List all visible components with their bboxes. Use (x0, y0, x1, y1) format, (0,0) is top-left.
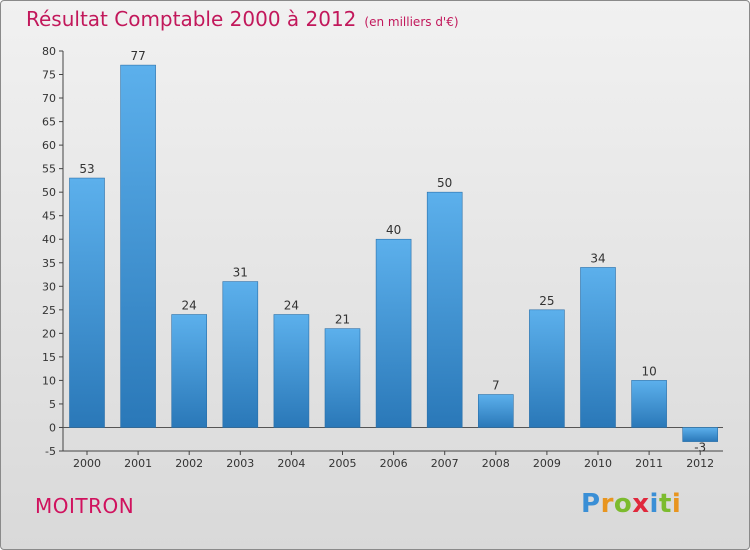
data-label-2009: 25 (539, 294, 554, 308)
x-tick-label: 2010 (584, 457, 612, 470)
y-tick-label: 5 (49, 398, 56, 411)
x-tick-label: 2011 (635, 457, 663, 470)
y-tick-label: 40 (42, 233, 56, 246)
y-tick-label: 10 (42, 374, 56, 387)
bar-2010 (580, 267, 616, 428)
y-tick-label: -5 (45, 445, 56, 458)
y-tick-label: 65 (42, 116, 56, 129)
commune-name: MOITRON (35, 494, 135, 518)
x-tick-label: 2002 (175, 457, 203, 470)
x-tick-label: 2007 (431, 457, 459, 470)
y-tick-label: 20 (42, 327, 56, 340)
data-label-2005: 21 (335, 313, 350, 327)
data-labels: 53 77 24 31 24 21 40 50 7 25 34 10 -3 (79, 49, 706, 454)
data-label-2011: 10 (641, 364, 656, 378)
bar-2007 (426, 191, 463, 428)
bars (69, 64, 719, 442)
bar-2004 (273, 314, 310, 428)
y-tick-label: 70 (42, 92, 56, 105)
data-label-2012: -3 (694, 441, 706, 455)
bar-2005 (324, 328, 361, 428)
bar-2006 (375, 238, 412, 428)
data-label-2003: 31 (233, 266, 248, 280)
x-tick-label: 2001 (124, 457, 152, 470)
chart-title: Résultat Comptable 2000 à 2012 (26, 7, 357, 31)
x-tick-label: 2003 (226, 457, 254, 470)
x-tick-label: 2005 (329, 457, 357, 470)
brand-logo: Proxiti (581, 489, 682, 519)
y-tick-label: 30 (42, 280, 56, 293)
data-label-2006: 40 (386, 223, 401, 237)
x-tick-label: 2008 (482, 457, 510, 470)
data-label-2007: 50 (437, 176, 452, 190)
y-tick-label: 45 (42, 210, 56, 223)
data-label-2008: 7 (492, 379, 500, 393)
data-label-2002: 24 (182, 299, 197, 313)
x-tick-label: 2012 (686, 457, 714, 470)
bar-2003 (222, 281, 259, 428)
chart-unit-note: (en milliers d'€) (364, 15, 459, 29)
y-tick-label: 35 (42, 257, 56, 270)
y-tick-label: 25 (42, 304, 56, 317)
data-label-2010: 34 (590, 251, 605, 265)
bar-2008 (477, 394, 514, 428)
y-tick-label: 15 (42, 351, 56, 364)
data-label-2001: 77 (130, 49, 145, 63)
y-tick-label: 55 (42, 163, 56, 176)
title-row: Résultat Comptable 2000 à 2012 (en millie… (26, 7, 459, 31)
x-tick-label: 2006 (380, 457, 408, 470)
bar-2002 (171, 314, 207, 428)
y-tick-label: 80 (42, 45, 56, 58)
bar-2001 (120, 64, 156, 428)
bar-2012 (682, 427, 719, 442)
y-tick-label: 50 (42, 186, 56, 199)
data-label-2000: 53 (79, 162, 94, 176)
y-tick-label: 60 (42, 139, 56, 152)
x-tick-label: 2004 (277, 457, 305, 470)
x-tick-label: 2000 (73, 457, 101, 470)
data-label-2004: 24 (284, 299, 299, 313)
y-tick-label: 0 (49, 421, 56, 434)
x-tick-label: 2009 (533, 457, 561, 470)
bar-2011 (631, 380, 667, 428)
bar-2009 (529, 309, 565, 428)
y-tick-label: 75 (42, 69, 56, 82)
bar-2000 (69, 177, 105, 428)
